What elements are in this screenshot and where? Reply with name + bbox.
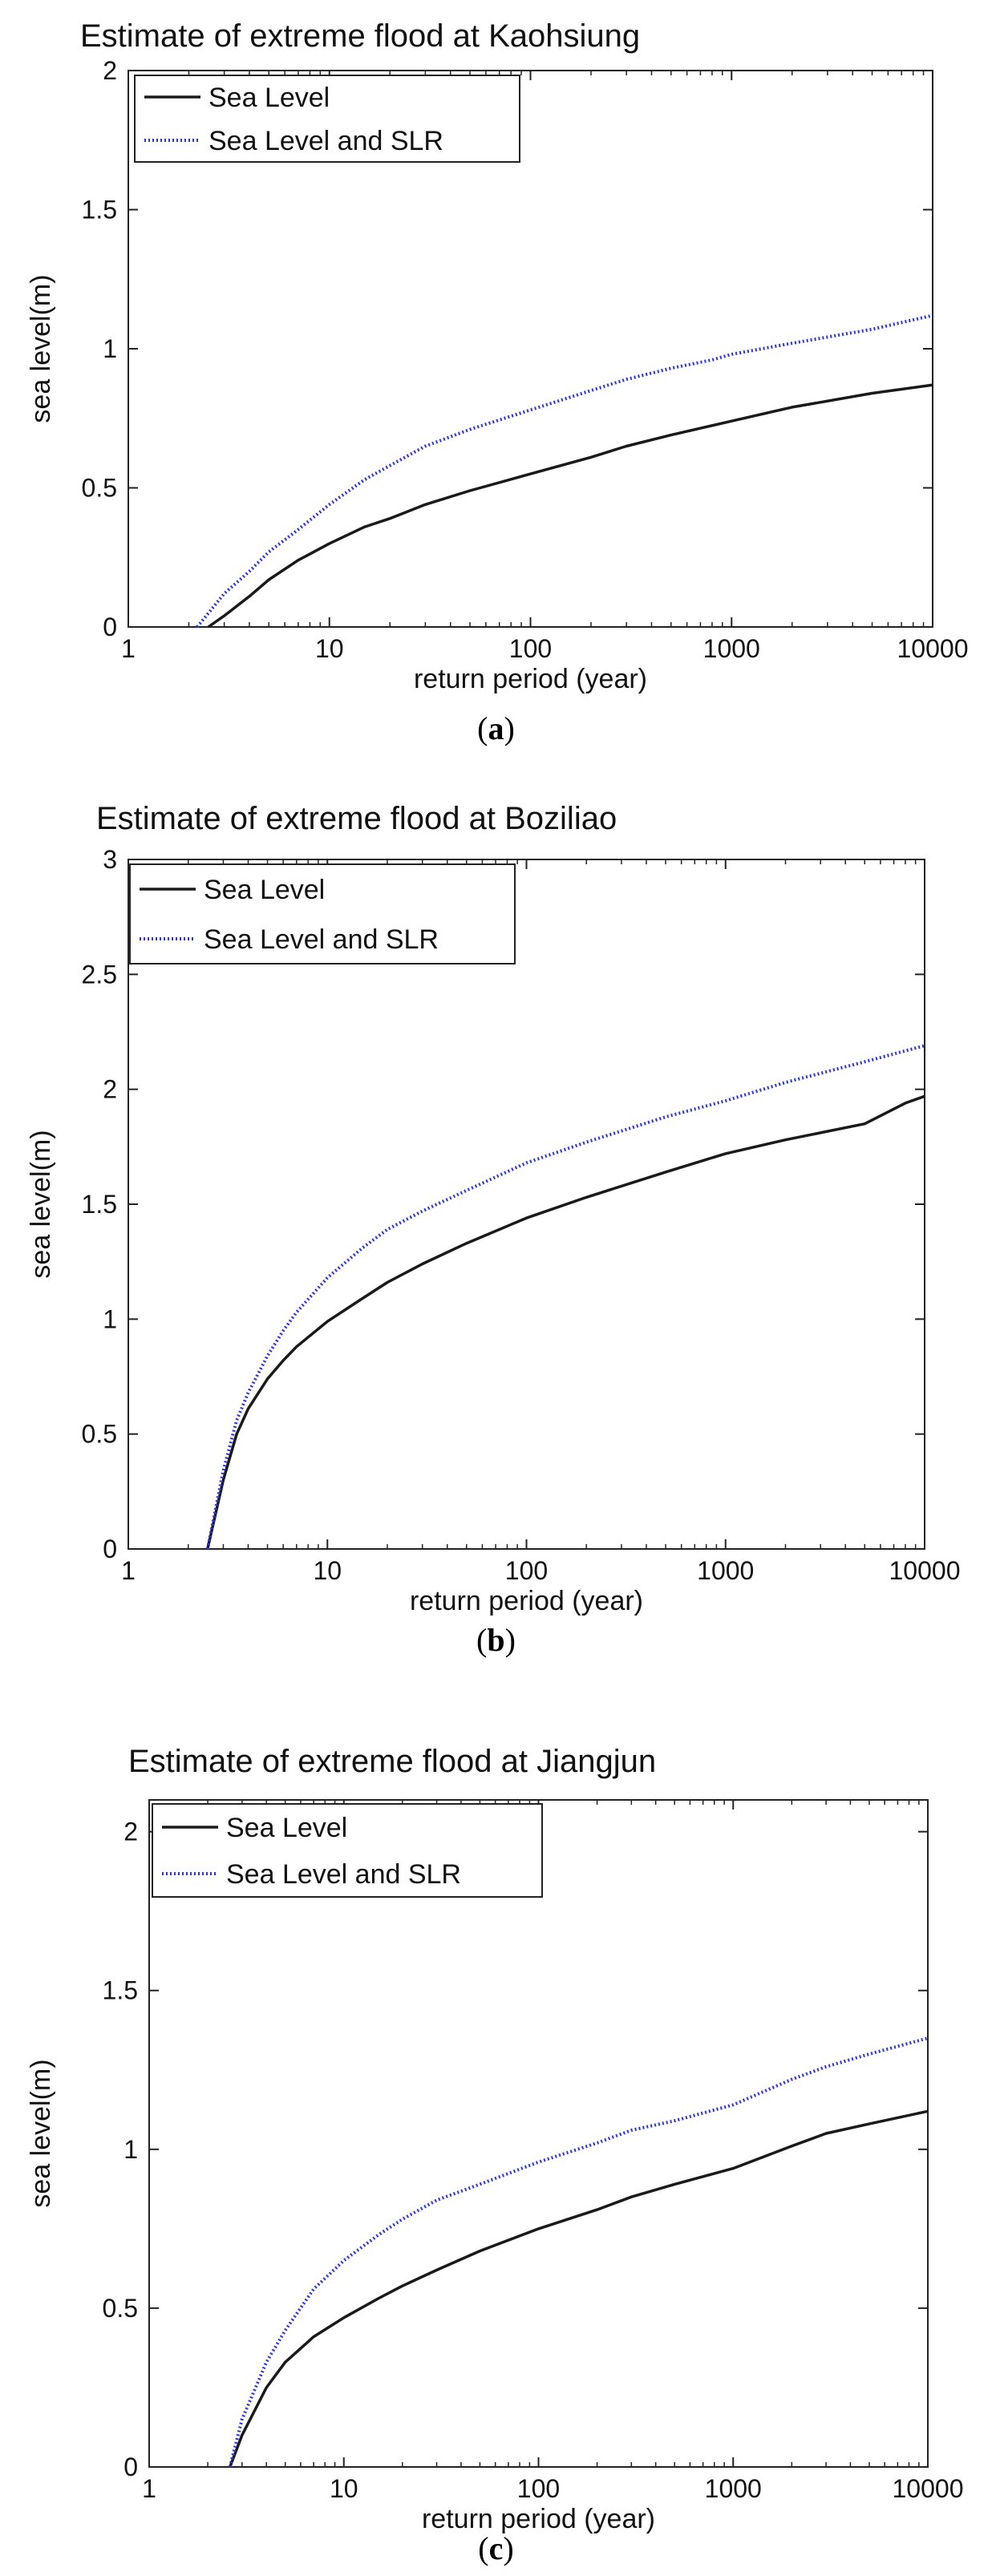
legend-entry-label: Sea Level and SLR <box>209 126 443 156</box>
y-tick-label: 0.5 <box>82 1420 117 1449</box>
x-tick-label: 100 <box>517 2474 560 2503</box>
x-tick-label: 10 <box>330 2474 358 2503</box>
y-tick-label: 1.5 <box>82 196 117 224</box>
y-tick-label: 0 <box>103 1535 117 1563</box>
x-tick-label: 1000 <box>703 634 760 663</box>
legend-entry-label: Sea Level and SLR <box>226 1859 461 1890</box>
legend: Sea Level Sea Level and SLR <box>152 1803 543 1898</box>
y-tick-label: 2 <box>123 1818 138 1846</box>
legend-box <box>129 863 516 964</box>
y-tick-label: 2.5 <box>82 960 117 989</box>
x-tick-label: 1000 <box>697 1556 754 1585</box>
y-tick-label: 3 <box>103 845 117 874</box>
series-line-sea-level-and-slr <box>205 1044 925 1550</box>
legend-box <box>134 75 520 163</box>
y-axis-label: sea level(m) <box>26 274 56 423</box>
x-tick-label: 100 <box>509 634 552 663</box>
series-line-sea-level-and-slr <box>196 313 933 629</box>
x-tick-label: 10000 <box>893 2474 964 2503</box>
chart-title: Estimate of extreme flood at Boziliao <box>96 801 617 836</box>
chart-title: Estimate of extreme flood at Jiangjun <box>128 1744 656 1779</box>
y-tick-label: 1 <box>103 1304 117 1333</box>
x-tick-label: 10 <box>313 1556 342 1585</box>
x-axis-label: return period (year) <box>410 1586 643 1616</box>
x-tick-label: 100 <box>505 1556 548 1585</box>
legend-entry-label: Sea Level <box>204 875 325 905</box>
chart-title: Estimate of extreme flood at Kaohsiung <box>80 18 640 54</box>
x-axis-label: return period (year) <box>422 2504 655 2534</box>
legend-entry-label: Sea Level and SLR <box>204 924 439 955</box>
panel-letter-c-text: c <box>488 2530 504 2566</box>
x-tick-label: 1 <box>121 1556 136 1585</box>
legend-entry-label: Sea Level <box>209 83 330 113</box>
x-tick-label: 10000 <box>889 1556 961 1585</box>
y-tick-label: 1 <box>103 334 117 363</box>
series-line-sea-level <box>207 383 933 629</box>
y-axis-label: sea level(m) <box>26 2059 56 2207</box>
legend-entry-label: Sea Level <box>226 1813 347 1843</box>
panel-letter-a-text: a <box>488 710 504 746</box>
y-tick-label: 0 <box>103 613 117 641</box>
y-tick-label: 0.5 <box>103 2294 138 2323</box>
plot-frame <box>148 1799 929 2468</box>
y-tick-label: 2 <box>103 1075 117 1104</box>
panel-letter-b: (b) <box>476 1622 516 1658</box>
y-tick-label: 2 <box>103 56 117 85</box>
series-line-sea-level <box>206 1094 925 1550</box>
panel-letter-a: (a) <box>477 710 515 746</box>
y-tick-label: 0 <box>123 2453 138 2481</box>
x-tick-label: 1000 <box>705 2474 762 2503</box>
y-tick-label: 0.5 <box>82 474 117 503</box>
legend-box <box>152 1803 543 1898</box>
panel-letter-c: (c) <box>478 2530 514 2566</box>
y-tick-label: 1.5 <box>82 1190 117 1219</box>
x-tick-label: 10 <box>315 634 344 663</box>
y-axis-label: sea level(m) <box>26 1130 56 1278</box>
x-tick-label: 10000 <box>897 634 969 663</box>
x-tick-label: 1 <box>121 634 136 663</box>
x-tick-label: 1 <box>142 2474 156 2503</box>
x-axis-label: return period (year) <box>414 664 647 694</box>
series-line-sea-level <box>229 2109 929 2468</box>
panel-letter-b-text: b <box>487 1622 505 1658</box>
y-tick-label: 1.5 <box>103 1976 138 2005</box>
y-tick-label: 1 <box>123 2135 138 2164</box>
legend: Sea Level Sea Level and SLR <box>129 863 516 964</box>
legend: Sea Level Sea Level and SLR <box>134 75 520 163</box>
series-line-sea-level-and-slr <box>228 2036 929 2468</box>
chart-panel-a: Estimate of extreme flood at Kaohsiung 1 1… <box>26 18 968 694</box>
